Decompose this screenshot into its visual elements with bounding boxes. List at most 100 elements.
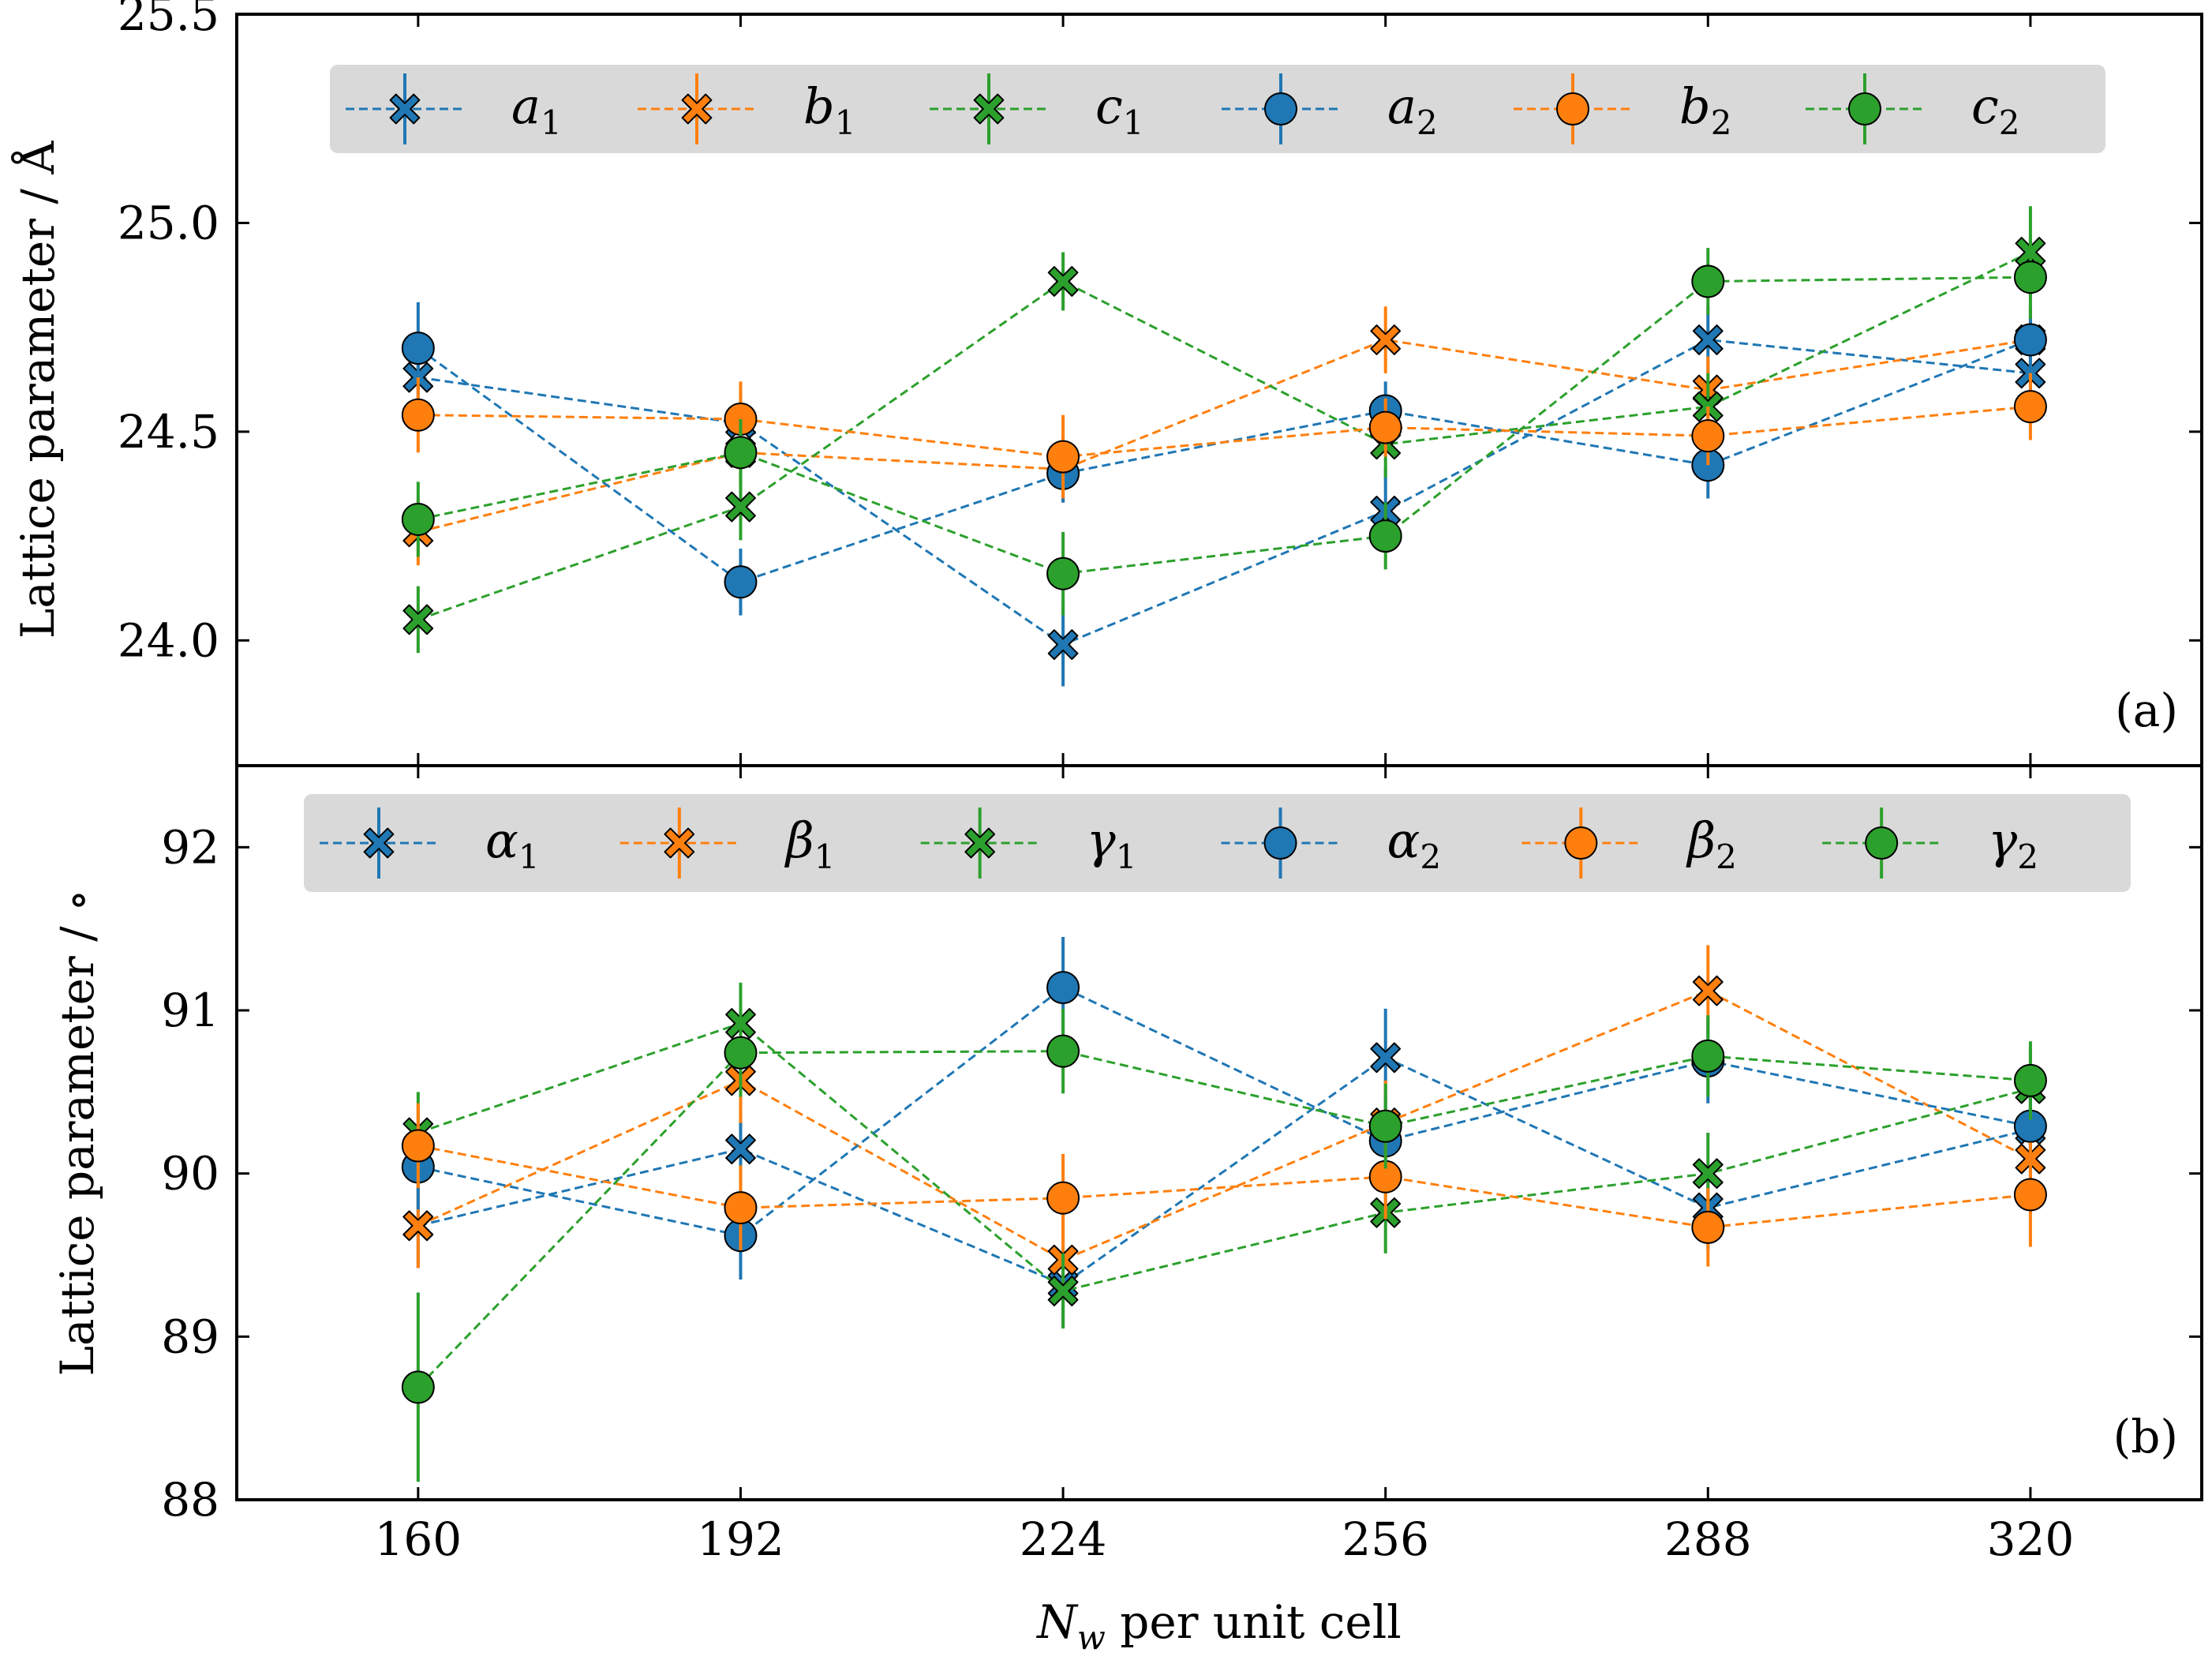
panel-tag: (b) bbox=[2113, 1410, 2178, 1463]
y-tick-label: 24.5 bbox=[118, 405, 219, 459]
data-point bbox=[1692, 324, 1724, 355]
y-tick-label: 91 bbox=[161, 984, 219, 1037]
data-point bbox=[2013, 323, 2047, 357]
legend-entry: c2 bbox=[1806, 73, 2019, 144]
data-point bbox=[1046, 440, 1080, 474]
series-line bbox=[417, 275, 2030, 575]
y-axis-title: Lattice parameter / Å bbox=[11, 141, 65, 639]
data-point bbox=[1370, 1042, 1402, 1074]
legend-label: a2 bbox=[1387, 77, 1438, 142]
legend-marker bbox=[1263, 826, 1297, 860]
legend-marker bbox=[1848, 92, 1881, 126]
x-tick-label: 256 bbox=[1342, 1512, 1429, 1566]
series-line bbox=[417, 1021, 2031, 1293]
series-γ2 bbox=[401, 1008, 2047, 1482]
legend-marker bbox=[1865, 826, 1899, 860]
data-point bbox=[1368, 1109, 1402, 1143]
data-point bbox=[1691, 1210, 1725, 1244]
data-point bbox=[1046, 556, 1080, 590]
y-tick-label: 25.5 bbox=[118, 0, 219, 41]
y-tick-label: 89 bbox=[161, 1310, 219, 1363]
data-point bbox=[1368, 410, 1402, 444]
legend-entry: a2 bbox=[1222, 73, 1438, 144]
data-point bbox=[2013, 390, 2047, 424]
legend-entry: b1 bbox=[638, 73, 855, 144]
legend-box bbox=[330, 65, 2105, 153]
data-point bbox=[2013, 260, 2047, 294]
data-point bbox=[724, 1036, 758, 1070]
legend-label: b1 bbox=[803, 77, 855, 142]
legend-label: γ1 bbox=[1087, 811, 1137, 876]
legend-marker bbox=[363, 827, 395, 859]
legend-label: β2 bbox=[1686, 811, 1737, 876]
data-point bbox=[725, 491, 756, 523]
series-b2 bbox=[401, 373, 2047, 499]
legend-entry: β1 bbox=[619, 808, 836, 879]
plot-frame bbox=[235, 764, 2203, 1501]
series-β2 bbox=[401, 1103, 2047, 1267]
data-point bbox=[1046, 1181, 1080, 1215]
series-α1 bbox=[402, 1008, 2046, 1327]
x-tick-label: 320 bbox=[1987, 1512, 2075, 1566]
series-β1 bbox=[402, 945, 2046, 1302]
legend-entry: b2 bbox=[1514, 73, 1731, 144]
x-axis-tick-labels: 160 192 224 256 288 320 bbox=[374, 1512, 2074, 1566]
data-point bbox=[1691, 264, 1725, 298]
legend-entry: γ1 bbox=[920, 808, 1137, 879]
legend-entry: β2 bbox=[1521, 808, 1737, 879]
data-point bbox=[402, 1210, 434, 1242]
y-tick-label: 25.0 bbox=[118, 196, 219, 249]
legend-label: a1 bbox=[511, 77, 562, 142]
data-point bbox=[1368, 519, 1402, 553]
panel-tag: (a) bbox=[2115, 684, 2178, 737]
legend-label: c2 bbox=[1971, 77, 2019, 142]
legend-marker bbox=[389, 93, 421, 125]
data-point bbox=[1370, 324, 1402, 355]
series-c2 bbox=[401, 235, 2047, 616]
data-point bbox=[402, 604, 434, 635]
y-tick-label: 24.0 bbox=[118, 613, 219, 667]
data-point bbox=[724, 1191, 758, 1225]
legend-marker bbox=[664, 827, 695, 859]
data-point bbox=[401, 332, 435, 365]
legend-entry: a1 bbox=[346, 73, 562, 144]
data-point bbox=[1046, 1034, 1080, 1068]
data-point bbox=[1692, 975, 1724, 1006]
legend-label: β1 bbox=[784, 811, 836, 876]
series-line bbox=[417, 986, 2031, 1237]
series-line bbox=[417, 338, 2031, 646]
legend-entry: c1 bbox=[930, 73, 1143, 144]
data-point bbox=[401, 1370, 435, 1404]
legend-label: α2 bbox=[1387, 811, 1442, 876]
legend-marker bbox=[1556, 92, 1589, 126]
series-line bbox=[417, 1050, 2031, 1388]
data-point bbox=[1047, 1276, 1079, 1306]
data-point bbox=[2013, 1178, 2047, 1212]
legend: α1 β1 γ1 α2 β2 γ2 bbox=[304, 794, 2131, 892]
legend-marker bbox=[1564, 826, 1598, 860]
legend-label: α1 bbox=[485, 811, 540, 876]
legend-label: b2 bbox=[1679, 77, 1731, 142]
legend: a1 b1 c1 a2 b2 c2 bbox=[330, 65, 2105, 153]
data-point bbox=[401, 1129, 435, 1163]
data-point bbox=[1046, 971, 1080, 1005]
series-line bbox=[417, 1145, 2031, 1229]
x-tick-label: 224 bbox=[1020, 1512, 1107, 1566]
series-line bbox=[417, 405, 2031, 459]
data-point bbox=[724, 565, 758, 599]
y-tick-label: 88 bbox=[161, 1473, 219, 1527]
data-point bbox=[725, 1134, 756, 1165]
series-line bbox=[417, 339, 2031, 583]
legend-entry: α1 bbox=[320, 808, 540, 879]
data-point bbox=[1691, 419, 1725, 453]
y-tick-label: 92 bbox=[161, 820, 219, 874]
data-point bbox=[1692, 1158, 1724, 1190]
x-tick-label: 160 bbox=[374, 1512, 462, 1566]
data-point bbox=[724, 436, 758, 470]
series-line bbox=[417, 989, 2031, 1261]
x-tick-label: 192 bbox=[697, 1512, 784, 1566]
legend-label: γ2 bbox=[1988, 811, 2038, 876]
x-axis-title: Nw per unit cell bbox=[1035, 1595, 1402, 1657]
series-b1 bbox=[402, 306, 2046, 566]
series-line bbox=[417, 1056, 2031, 1286]
